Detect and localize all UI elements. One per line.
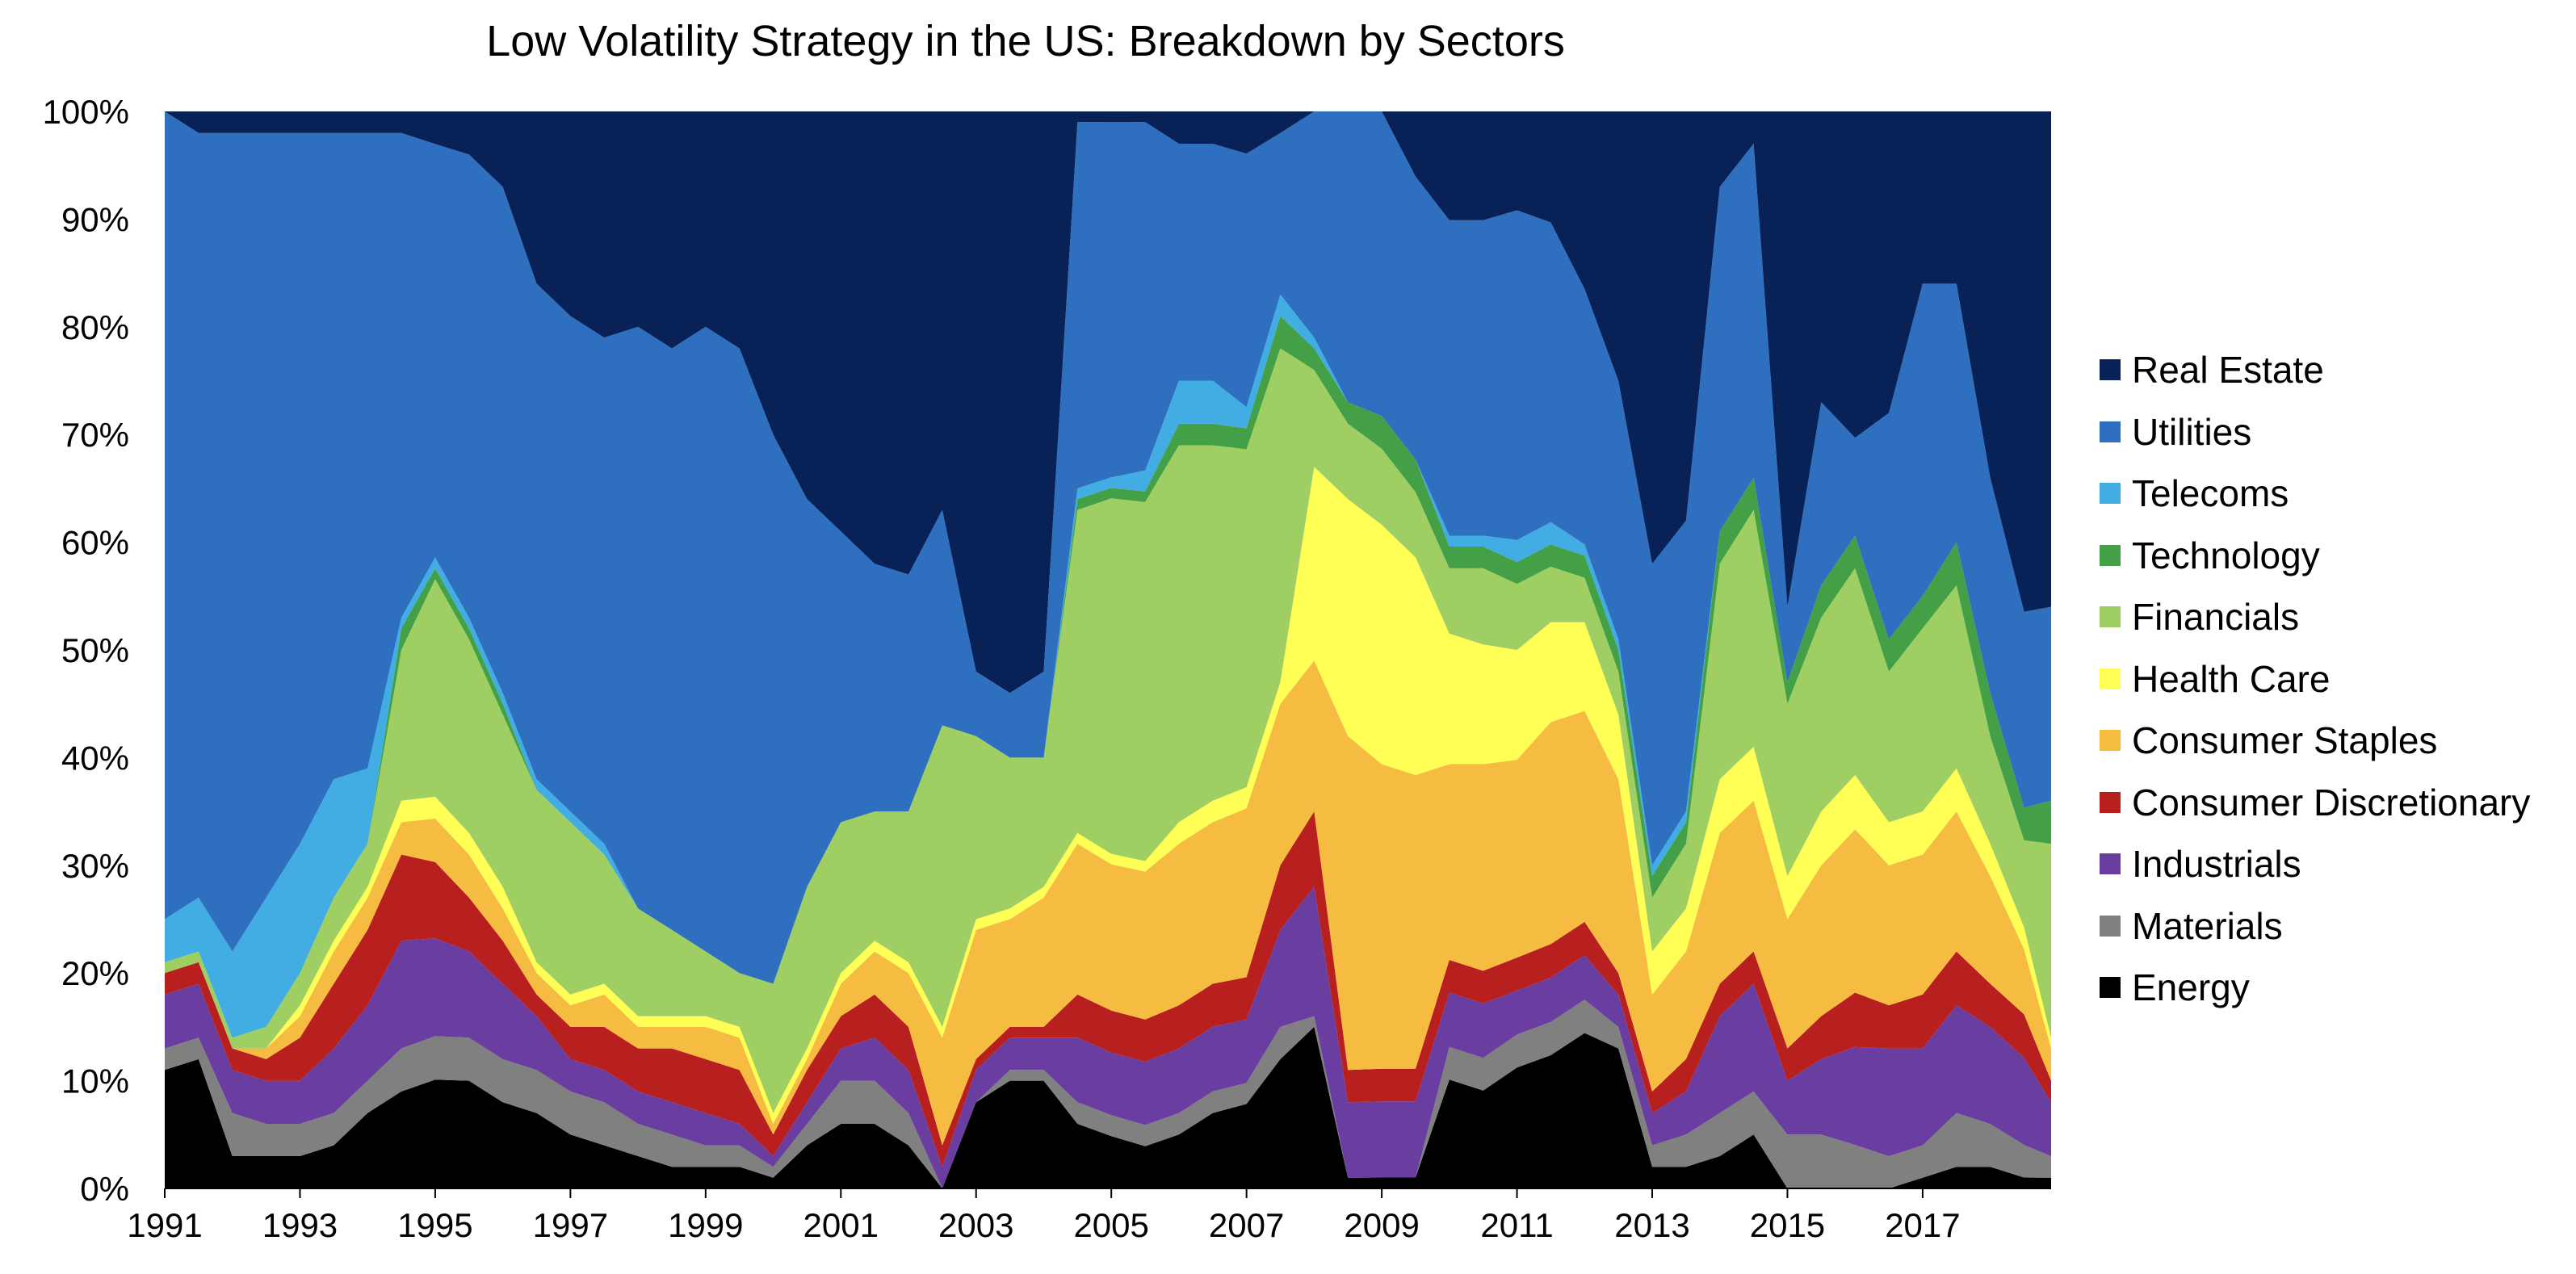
x-tick-label: 1991 (127, 1206, 202, 1244)
y-tick-label: 60% (61, 524, 129, 562)
legend-label: Industrials (2132, 843, 2301, 886)
area-series-consumer-staples (165, 660, 2051, 1146)
y-tick-label: 10% (61, 1062, 129, 1100)
legend-swatch (2100, 544, 2121, 566)
legend: Real Estate Utilities Telecoms Technology Fi… (2100, 339, 2530, 1019)
legend-item-technology: Technology (2100, 525, 2530, 587)
legend-label: Utilities (2132, 410, 2252, 453)
area-series-utilities (165, 111, 2051, 984)
x-tick-label: 2015 (1750, 1206, 1825, 1244)
x-tick-label: 2003 (938, 1206, 1013, 1244)
y-tick-label: 100% (43, 93, 129, 131)
y-tick-label: 80% (61, 308, 129, 346)
legend-swatch (2100, 421, 2121, 442)
legend-label: Consumer Discretionary (2132, 781, 2531, 823)
x-axis: 1991 1993 1995 1997 1999 2001 2003 2005 2007 2009… (127, 1188, 1961, 1244)
x-tick-label: 2005 (1073, 1206, 1148, 1244)
plot-area (165, 111, 2051, 1188)
area-series-industrials (165, 886, 2051, 1188)
legend-item-materials: Materials (2100, 895, 2530, 958)
legend-item-consumer-staples: Consumer Staples (2100, 710, 2530, 772)
y-tick-label: 20% (61, 954, 129, 992)
x-tick-label: 1999 (668, 1206, 743, 1244)
legend-item-financials: Financials (2100, 586, 2530, 648)
x-tick-label: 2011 (1480, 1206, 1553, 1244)
x-tick-label: 2001 (803, 1206, 879, 1244)
area-series-energy (165, 1026, 2051, 1188)
legend-item-consumer-discretionary: Consumer Discretionary (2100, 772, 2530, 834)
legend-label: Materials (2132, 904, 2283, 947)
legend-swatch (2100, 730, 2121, 752)
area-series-real-estate (165, 111, 2051, 694)
area-series-financials (165, 348, 2051, 1113)
legend-item-real-estate: Real Estate (2100, 339, 2530, 401)
legend-label: Health Care (2132, 657, 2331, 700)
legend-swatch (2100, 915, 2121, 937)
legend-item-health-care: Health Care (2100, 648, 2530, 710)
legend-item-industrials: Industrials (2100, 833, 2530, 895)
x-tick-label: 1997 (533, 1206, 608, 1244)
legend-swatch (2100, 853, 2121, 875)
legend-item-utilities: Utilities (2100, 401, 2530, 463)
legend-swatch (2100, 359, 2121, 381)
x-tick-label: 1993 (262, 1206, 338, 1244)
legend-swatch (2100, 483, 2121, 505)
legend-label: Energy (2132, 966, 2250, 1009)
x-tick-label: 2009 (1344, 1206, 1419, 1244)
legend-label: Technology (2132, 534, 2320, 576)
y-tick-label: 70% (61, 416, 129, 454)
area-series-health-care (165, 467, 2051, 1124)
legend-label: Financials (2132, 596, 2300, 639)
y-tick-label: 0% (80, 1170, 129, 1208)
y-tick-label: 50% (61, 631, 129, 669)
legend-swatch (2100, 977, 2121, 999)
legend-label: Consumer Staples (2132, 719, 2438, 762)
chart-title: Low Volatility Strategy in the US: Break… (486, 17, 1565, 65)
x-tick-label: 2017 (1885, 1206, 1960, 1244)
x-tick-label: 1995 (397, 1206, 472, 1244)
y-tick-label: 30% (61, 847, 129, 885)
legend-item-energy: Energy (2100, 957, 2530, 1019)
x-tick-label: 2007 (1209, 1206, 1284, 1244)
legend-swatch (2100, 606, 2121, 628)
y-axis: 0% 10% 20% 30% 40% 50% 60% 70% 80% 90% 100% (43, 93, 129, 1208)
y-tick-label: 40% (61, 739, 129, 777)
legend-label: Real Estate (2132, 349, 2324, 392)
x-tick-label: 2013 (1614, 1206, 1689, 1244)
y-tick-label: 90% (61, 200, 129, 238)
area-series-materials (165, 1000, 2051, 1188)
legend-swatch (2100, 791, 2121, 813)
legend-swatch (2100, 668, 2121, 689)
legend-label: Telecoms (2132, 472, 2289, 515)
legend-item-telecoms: Telecoms (2100, 463, 2530, 525)
area-series-consumer-discretionary (165, 811, 2051, 1167)
